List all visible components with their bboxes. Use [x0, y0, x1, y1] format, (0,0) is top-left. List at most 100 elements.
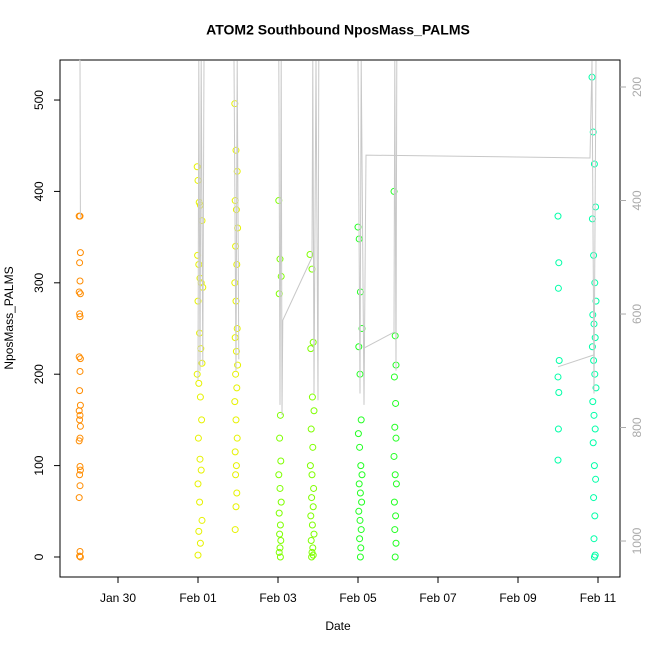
point [357, 462, 365, 470]
point [591, 512, 599, 520]
point [308, 265, 316, 273]
point [308, 553, 316, 561]
point [76, 310, 84, 318]
point [358, 498, 366, 506]
point [354, 430, 362, 438]
point [231, 398, 239, 406]
y2-tick-label: 200 [630, 77, 644, 97]
altitude-line [557, 354, 595, 368]
x-tick-label: Feb 07 [419, 591, 457, 605]
point [356, 553, 364, 561]
y-tick-label: 500 [32, 90, 46, 110]
point [589, 439, 597, 447]
point [310, 407, 318, 415]
point [232, 146, 240, 154]
point [356, 535, 364, 543]
y-tick-label: 100 [32, 455, 46, 475]
point [307, 537, 315, 545]
point [309, 338, 317, 346]
point [306, 462, 314, 470]
point [590, 494, 598, 502]
point [392, 399, 400, 407]
point [592, 475, 600, 483]
point [358, 471, 366, 479]
point [276, 530, 284, 538]
point [75, 353, 83, 361]
point [76, 313, 84, 321]
point [76, 553, 84, 561]
point [355, 480, 363, 488]
point [231, 279, 239, 287]
point [591, 334, 599, 342]
point [276, 434, 284, 442]
altitude-line [79, 59, 81, 218]
x-tick-label: Feb 09 [499, 591, 537, 605]
point [276, 553, 284, 561]
point [75, 437, 83, 445]
chart-title: ATOM2 Southbound NposMass_PALMS [206, 22, 470, 38]
point [76, 422, 84, 430]
point [309, 544, 317, 552]
point [555, 388, 563, 396]
point [196, 498, 204, 506]
point [198, 516, 206, 524]
point [232, 462, 240, 470]
point [308, 471, 316, 479]
point [76, 259, 84, 267]
y-axis-label: NposMass_PALMS [2, 266, 16, 369]
point [231, 526, 239, 534]
x-tick-label: Feb 03 [259, 591, 297, 605]
point [307, 425, 315, 433]
point [390, 373, 398, 381]
point [76, 434, 84, 442]
point [590, 462, 598, 470]
y-tick-label: 300 [32, 272, 46, 292]
point [234, 361, 242, 369]
point [588, 215, 596, 223]
point [233, 489, 241, 497]
x-tick-label: Feb 01 [179, 591, 217, 605]
point [276, 484, 284, 492]
point [589, 398, 597, 406]
point [356, 489, 364, 497]
point [308, 393, 316, 401]
point [555, 259, 563, 267]
point [309, 443, 317, 451]
point [76, 463, 84, 471]
point [355, 343, 363, 351]
point [76, 277, 84, 285]
altitude-line [363, 60, 398, 371]
point [76, 482, 84, 490]
point [75, 288, 83, 296]
point [76, 355, 84, 363]
point [554, 284, 562, 292]
point [310, 530, 318, 538]
point [310, 484, 318, 492]
point [231, 448, 239, 456]
y2-tick-label: 600 [630, 304, 644, 324]
point [554, 212, 562, 220]
point [193, 370, 201, 378]
point [76, 466, 84, 474]
point [590, 535, 598, 543]
point [391, 332, 399, 340]
point [392, 512, 400, 520]
point [275, 471, 283, 479]
x-tick-label: Feb 11 [580, 591, 617, 605]
y2-tick-label: 1000 [630, 527, 644, 554]
point [231, 334, 239, 342]
point [308, 521, 316, 529]
y-tick-label: 200 [32, 364, 46, 384]
point [307, 512, 315, 520]
point [554, 456, 562, 464]
y-tick-label: 400 [32, 181, 46, 201]
point [76, 290, 84, 298]
point [355, 507, 363, 515]
point [392, 539, 400, 547]
point [391, 423, 399, 431]
point [198, 359, 206, 367]
point [194, 434, 202, 442]
point [309, 551, 317, 559]
x-tick-label: Feb 05 [339, 591, 377, 605]
point [554, 425, 562, 433]
